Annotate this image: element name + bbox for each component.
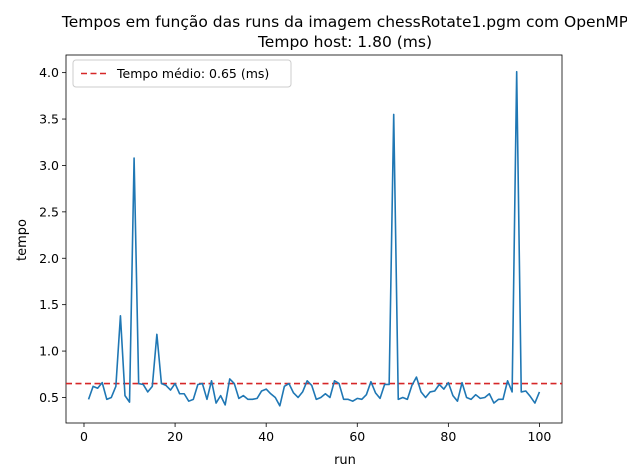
y-tick-label: 0.5: [39, 390, 59, 405]
legend: Tempo médio: 0.65 (ms): [72, 59, 292, 88]
x-tick-label: 40: [258, 429, 274, 444]
x-axis-label: run: [334, 453, 356, 468]
x-tick-label: 60: [349, 429, 365, 444]
x-tick-label: 20: [167, 429, 183, 444]
y-tick-label: 4.0: [39, 65, 59, 80]
chart-subtitle: Tempo host: 1.80 (ms): [257, 33, 432, 51]
y-tick-label: 3.0: [39, 158, 59, 173]
x-tick-label: 100: [528, 429, 552, 444]
y-axis-label: tempo: [15, 219, 30, 261]
y-tick-label: 2.5: [39, 204, 59, 219]
y-tick-label: 1.0: [39, 344, 59, 359]
y-tick-label: 1.5: [39, 297, 59, 312]
x-axis-ticks: 0 20 40 60 80 100: [80, 423, 551, 444]
legend-label: Tempo médio: 0.65 (ms): [116, 66, 269, 81]
x-tick-label: 0: [80, 429, 88, 444]
y-axis-ticks: 0.5 1.0 1.5 2.0 2.5 3.0 3.5 4.0: [39, 65, 66, 405]
y-tick-label: 3.5: [39, 112, 59, 127]
legend-box: [72, 59, 292, 88]
chart-title: Tempos em função das runs da imagem ches…: [61, 13, 627, 31]
x-tick-label: 80: [440, 429, 456, 444]
plot-area: 0 20 40 60 80 100 0.5 1.0 1.5 2.0 2.5 3.0 3.5 4.0: [39, 54, 563, 444]
y-tick-label: 2.0: [39, 251, 59, 266]
series-line: [87, 70, 541, 407]
axes-frame: [65, 54, 563, 424]
